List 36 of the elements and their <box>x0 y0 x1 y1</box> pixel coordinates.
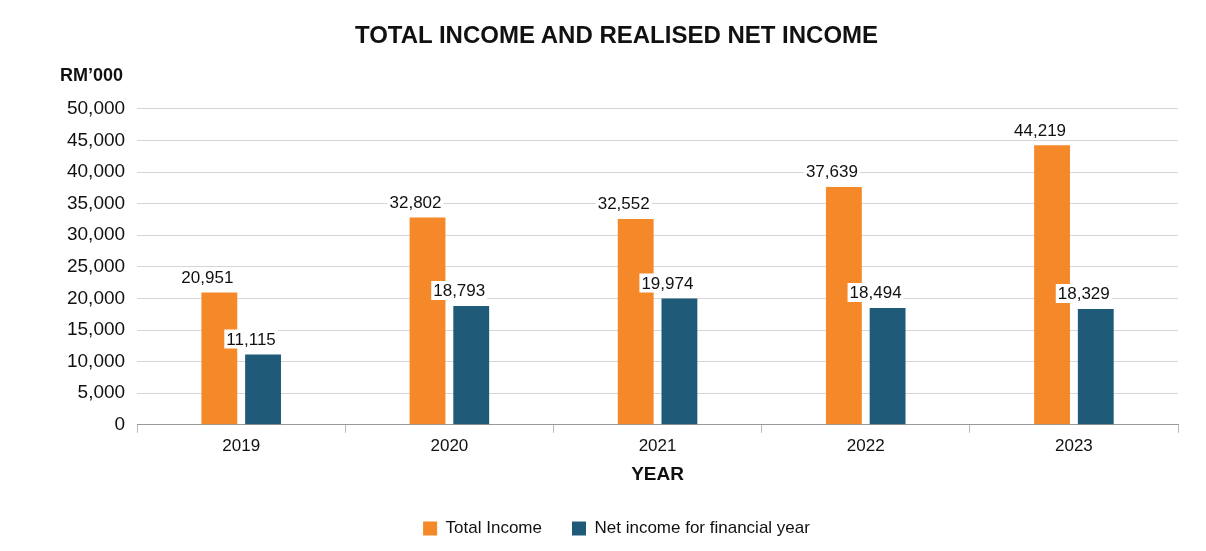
data-label: 32,802 <box>389 192 442 212</box>
y-tick-label: 40,000 <box>66 160 126 182</box>
bar <box>869 307 906 425</box>
y-tick-label: 10,000 <box>66 349 126 371</box>
data-label: 18,793 <box>433 281 486 301</box>
bar <box>661 298 698 425</box>
x-tick-label: 2023 <box>1055 435 1093 455</box>
data-label: 19,974 <box>641 273 694 293</box>
data-label: 18,329 <box>1057 284 1110 304</box>
bar <box>245 354 281 425</box>
y-tick-label: 45,000 <box>66 128 126 150</box>
y-tick-label: 5,000 <box>77 381 126 403</box>
x-tick-label: 2019 <box>222 435 261 455</box>
data-label: 44,219 <box>1014 120 1067 140</box>
y-axis-title: RM’000 <box>60 64 124 85</box>
y-tick-label: 30,000 <box>66 223 126 245</box>
y-tick-label: 35,000 <box>66 191 126 213</box>
y-tick-label: 20,000 <box>66 286 126 308</box>
y-tick-label: 0 <box>114 413 126 435</box>
y-tick-label: 15,000 <box>66 318 126 340</box>
bar <box>453 306 490 425</box>
data-label: 37,639 <box>805 162 858 182</box>
legend-label: Total Income <box>445 518 542 538</box>
x-tick-label: 2022 <box>846 435 885 455</box>
x-tick-label: 2021 <box>638 435 677 455</box>
bar <box>1077 308 1114 425</box>
chart-title: TOTAL INCOME AND REALISED NET INCOME <box>354 21 879 49</box>
data-label: 32,552 <box>597 194 650 214</box>
x-tick-label: 2020 <box>430 435 469 455</box>
data-label: 18,494 <box>849 283 902 303</box>
data-label: 20,951 <box>181 267 234 287</box>
data-label: 11,115 <box>226 329 276 349</box>
y-tick-label: 25,000 <box>66 255 126 277</box>
x-axis-title: YEAR <box>631 462 685 484</box>
y-tick-label: 50,000 <box>66 97 126 119</box>
legend-label: Net income for financial year <box>594 518 811 538</box>
